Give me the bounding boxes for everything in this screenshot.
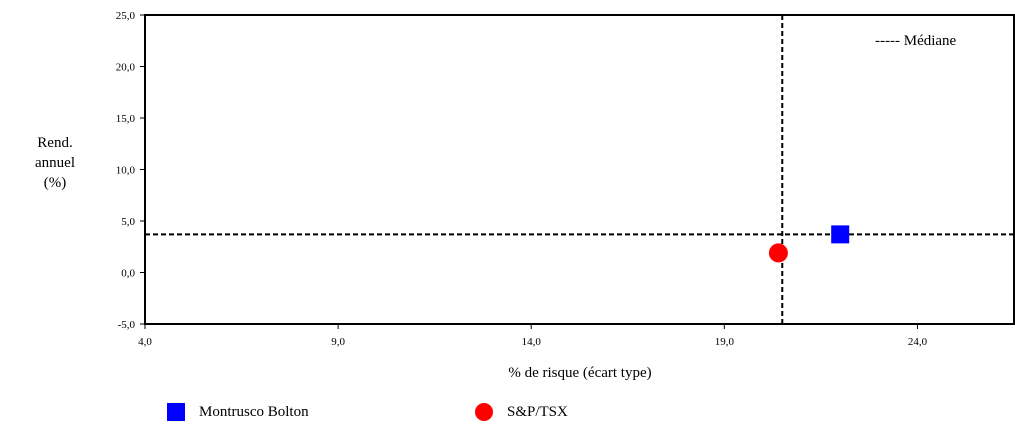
plot-frame <box>144 14 1015 325</box>
legend-item-montrusco: Montrusco Bolton <box>167 403 309 421</box>
legend-item-sptsx: S&P/TSX <box>475 403 568 421</box>
y-tick-label: 20,0 <box>116 62 136 74</box>
y-axis-label-line-1: Rend. <box>37 135 73 151</box>
y-axis-label: Rend. annuel (%) <box>0 133 110 193</box>
data-points <box>768 225 850 263</box>
median-legend: ----- Médiane <box>875 33 957 49</box>
y-tick-label: 25,0 <box>116 10 136 22</box>
legend-label-sptsx: S&P/TSX <box>507 403 568 420</box>
x-tick-label: 24,0 <box>908 336 928 348</box>
point-sp-tsx <box>768 243 788 263</box>
y-tick-label: 15,0 <box>116 113 136 125</box>
x-axis-label: % de risque (écart type) <box>508 365 652 381</box>
y-tick-label: 10,0 <box>116 165 136 177</box>
legend-label-montrusco: Montrusco Bolton <box>199 403 309 420</box>
median-lines <box>145 15 1014 324</box>
y-tick-label: 0,0 <box>121 268 135 280</box>
red-circle-icon <box>475 403 493 421</box>
point-montrusco-bolton <box>831 225 850 244</box>
y-tick-label: 5,0 <box>121 216 135 228</box>
y-axis-label-line-2: annuel <box>35 155 75 171</box>
y-tick-label: -5,0 <box>118 319 136 331</box>
x-tick-label: 9,0 <box>331 336 345 348</box>
x-tick-label: 19,0 <box>715 336 735 348</box>
x-tick-label: 4,0 <box>138 336 152 348</box>
x-tick-label: 14,0 <box>522 336 542 348</box>
y-axis-label-line-3: (%) <box>43 175 67 191</box>
tick-group: -5,0 0,0 5,0 10,0 15,0 20,0 25,0 4,0 9,0 14,0 19,0… <box>116 10 928 348</box>
axes <box>144 14 1015 325</box>
blue-square-icon <box>167 403 185 421</box>
